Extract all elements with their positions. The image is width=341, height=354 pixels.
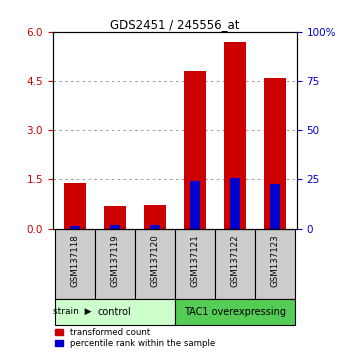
Text: GSM137123: GSM137123 bbox=[270, 234, 279, 287]
Text: GSM137119: GSM137119 bbox=[110, 234, 119, 287]
Bar bbox=[270, 184, 280, 229]
Text: GSM137120: GSM137120 bbox=[150, 234, 159, 287]
Bar bbox=[184, 71, 206, 229]
FancyBboxPatch shape bbox=[255, 229, 295, 299]
Bar bbox=[224, 42, 246, 229]
Bar bbox=[264, 78, 286, 229]
Bar bbox=[70, 226, 80, 229]
FancyBboxPatch shape bbox=[215, 229, 255, 299]
Title: GDS2451 / 245556_at: GDS2451 / 245556_at bbox=[110, 18, 239, 31]
FancyBboxPatch shape bbox=[175, 229, 215, 299]
Bar bbox=[190, 181, 200, 229]
Bar bbox=[64, 183, 86, 229]
Text: control: control bbox=[98, 307, 132, 317]
FancyBboxPatch shape bbox=[175, 299, 295, 325]
Legend: transformed count, percentile rank within the sample: transformed count, percentile rank withi… bbox=[55, 328, 216, 348]
Text: GSM137122: GSM137122 bbox=[230, 234, 239, 287]
Bar bbox=[104, 206, 126, 229]
Bar bbox=[144, 205, 166, 229]
FancyBboxPatch shape bbox=[135, 229, 175, 299]
Bar bbox=[110, 225, 120, 229]
FancyBboxPatch shape bbox=[55, 299, 175, 325]
FancyBboxPatch shape bbox=[95, 229, 135, 299]
Text: GSM137118: GSM137118 bbox=[70, 234, 79, 287]
Text: strain  ▶: strain ▶ bbox=[53, 307, 92, 316]
Bar bbox=[150, 225, 160, 229]
FancyBboxPatch shape bbox=[55, 229, 95, 299]
Text: GSM137121: GSM137121 bbox=[190, 234, 199, 287]
Text: TAC1 overexpressing: TAC1 overexpressing bbox=[184, 307, 286, 317]
Bar bbox=[230, 178, 240, 229]
